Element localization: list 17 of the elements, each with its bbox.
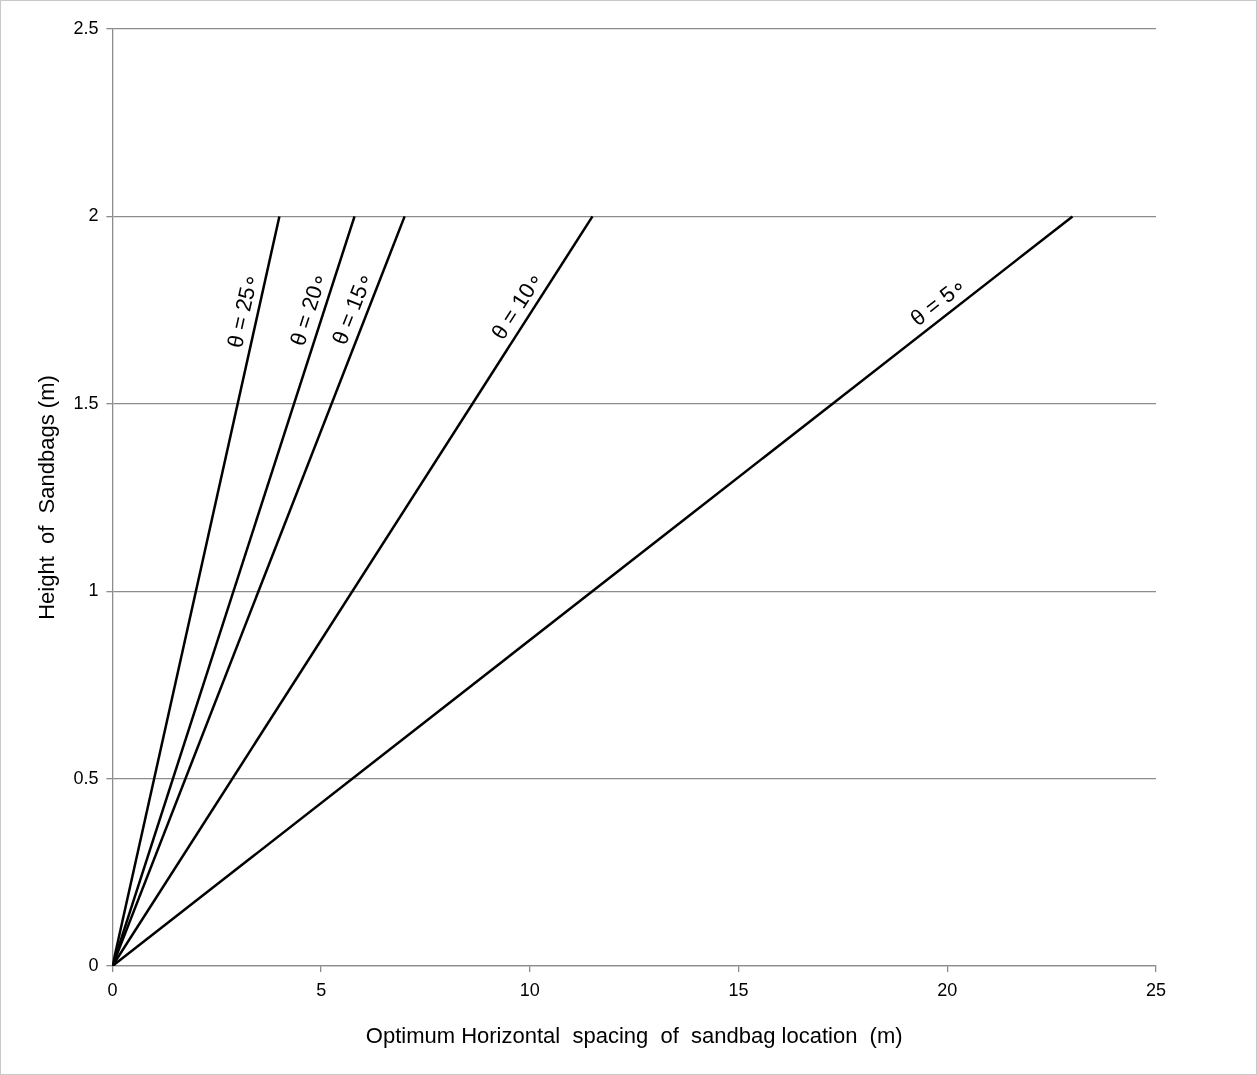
text: θ = 5∘ [905, 272, 971, 332]
text: θ = 10∘ [486, 266, 548, 345]
y-tick-label: 1.5 [73, 392, 99, 413]
y-axis-title: Height of Sandbags (m) [34, 375, 60, 620]
x-tick-label: 10 [519, 979, 540, 1000]
x-axis-title: Optimum Horizontal spacing of sandbag location (m) [365, 1022, 903, 1048]
y-tick-label: 2.5 [73, 17, 99, 38]
y-tick-label: 1 [88, 580, 99, 601]
x-tick-label: 15 [728, 979, 749, 1000]
y-tick-label: 0 [88, 954, 99, 975]
x-tick-label: 25 [1145, 979, 1167, 1000]
text: θ = 25∘ [222, 270, 264, 351]
x-tick-label: 20 [937, 979, 958, 1000]
x-tick-label: 5 [316, 979, 327, 1000]
y-tick-label: 2 [88, 205, 99, 226]
x-tick-label: 0 [107, 979, 118, 1000]
y-tick-label: 0.5 [73, 767, 99, 788]
